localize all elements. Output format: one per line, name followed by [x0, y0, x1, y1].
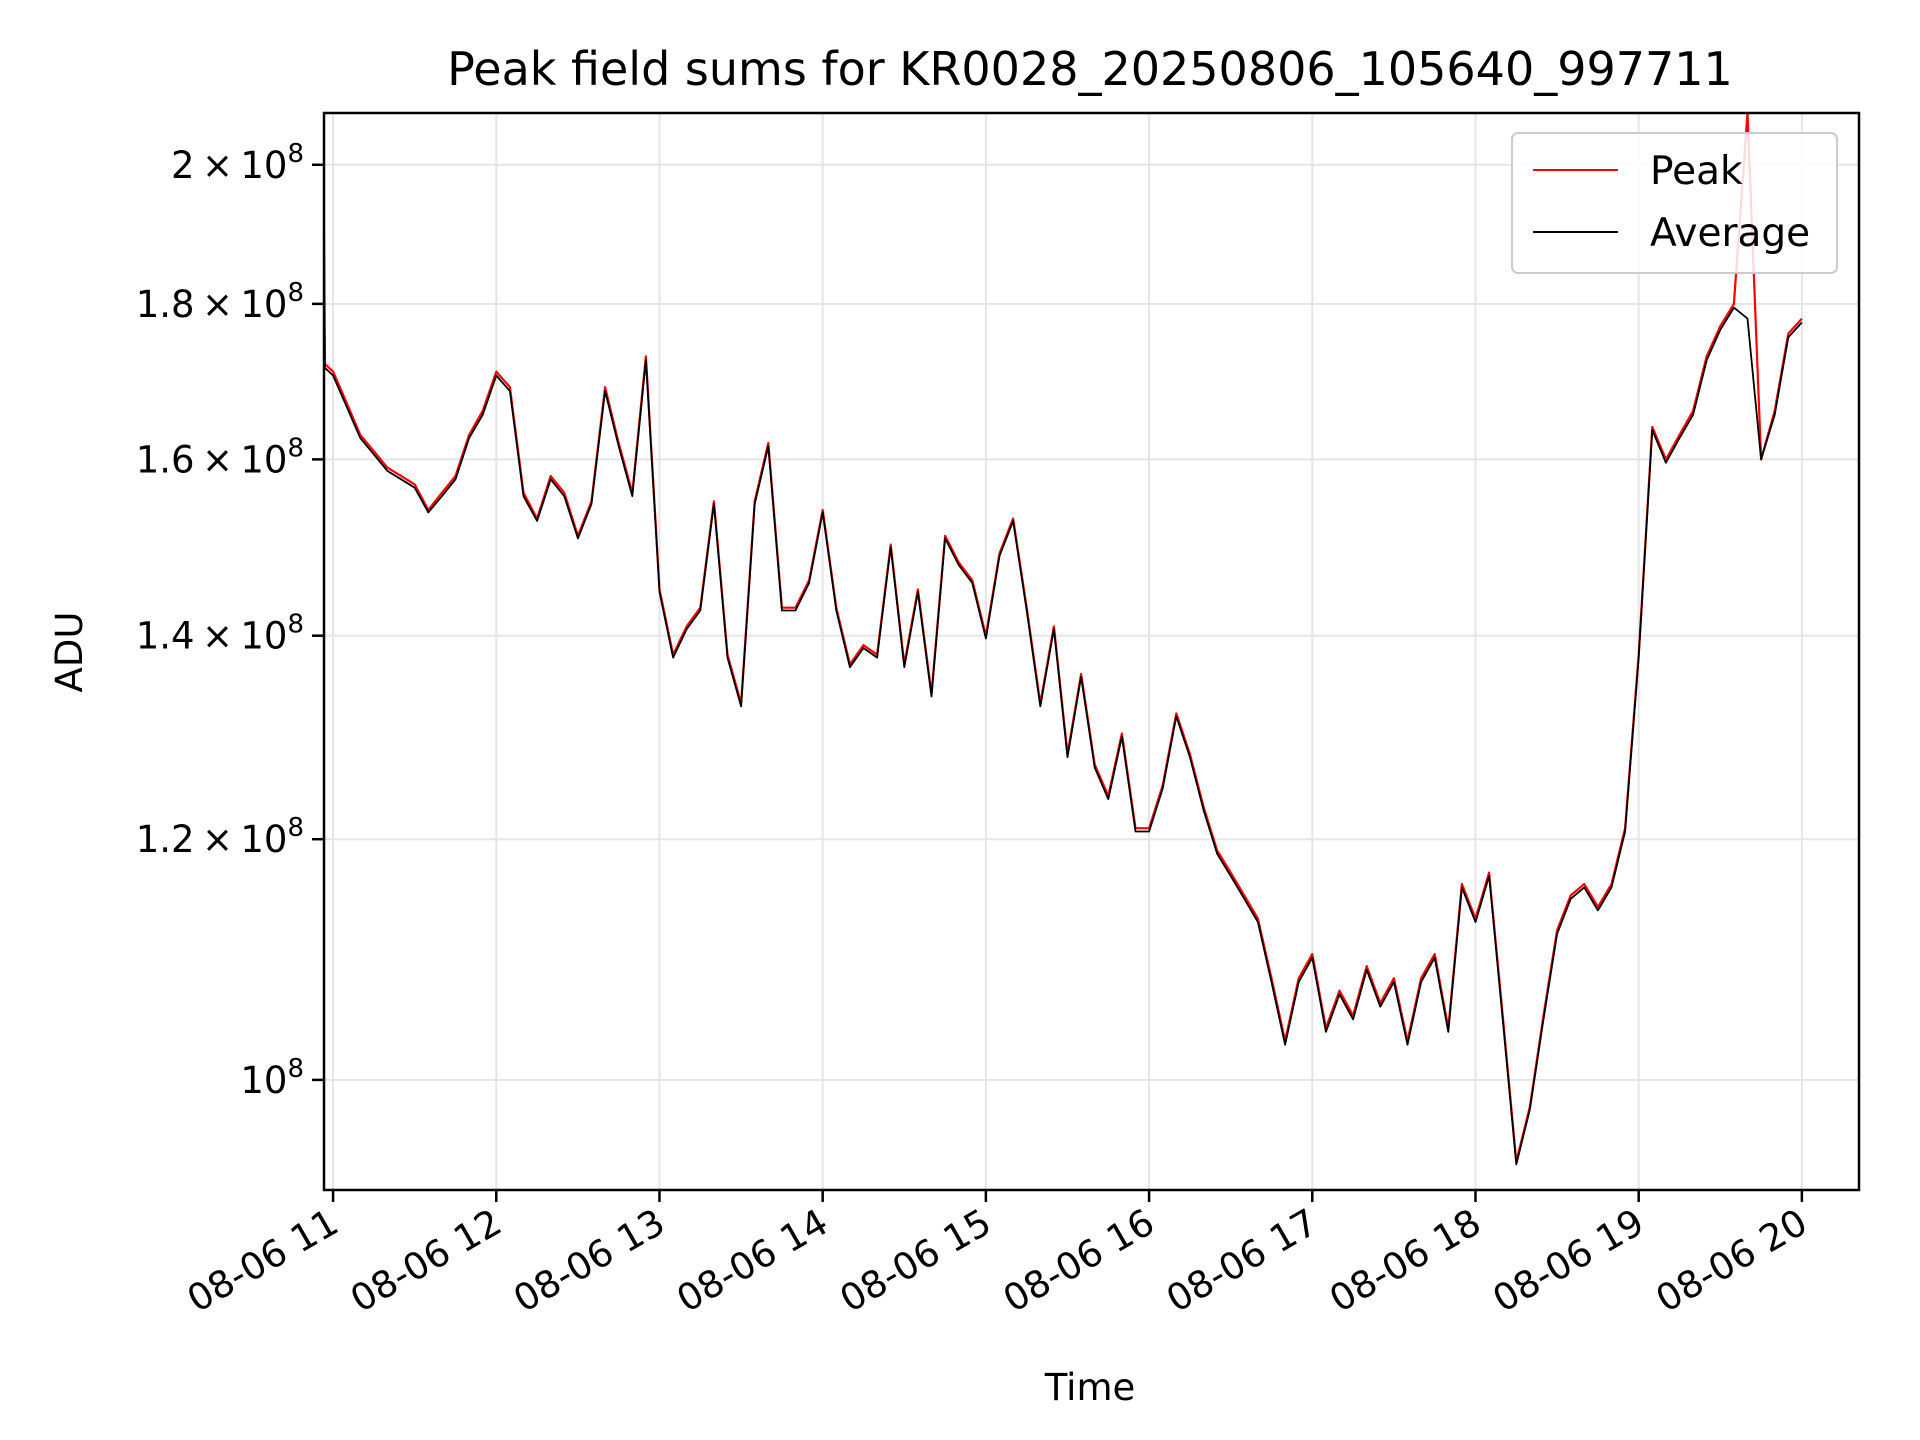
- legend-box: [1511, 132, 1838, 274]
- y-axis-label: ADU: [48, 612, 91, 693]
- y-tick-label: 1.2 × 108: [136, 813, 304, 861]
- legend-label-peak: Peak: [1650, 149, 1743, 194]
- y-tick-label: 2 × 108: [171, 139, 304, 187]
- y-tick-label: 1.8 × 108: [136, 278, 304, 326]
- legend: Peak Average: [1511, 132, 1838, 274]
- legend-label-average: Average: [1650, 211, 1810, 256]
- y-tick-label: 1.4 × 108: [136, 610, 304, 658]
- plot-frame: [322, 111, 1861, 1192]
- chart-title: Peak field sums for KR0028_20250806_1056…: [447, 42, 1733, 96]
- series-line-average: [323, 232, 1803, 1166]
- y-axis-ticks: 108 1.2 × 108 1.4 × 108 1.6 × 108 1.8 × 108 2…: [136, 139, 324, 1102]
- x-axis-label: Time: [1044, 1366, 1136, 1409]
- y-tick-label: 108: [240, 1054, 304, 1102]
- grid: [324, 113, 1859, 1190]
- y-tick-label: 1.6 × 108: [136, 433, 304, 481]
- series-lines: [322, 111, 1803, 1166]
